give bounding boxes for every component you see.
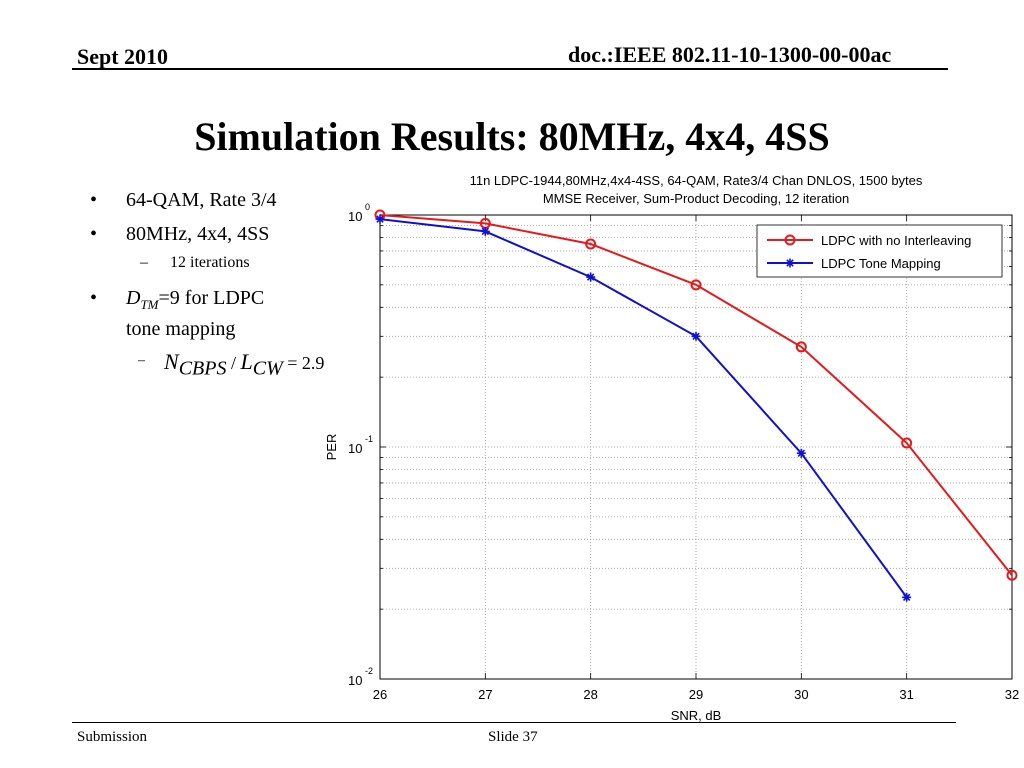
- x-tick-label: 28: [583, 687, 597, 702]
- header-doc-id: doc.:IEEE 802.11-10-1300-00-00ac: [568, 42, 892, 67]
- y-axis-label: PER: [324, 434, 339, 461]
- equation-formula: NCBPS / LCW = 2.9: [164, 349, 325, 380]
- data-point-star: [586, 272, 596, 282]
- x-tick-label: 27: [478, 687, 492, 702]
- data-point-circle: [901, 437, 913, 449]
- bullet-text-line2: tone mapping: [126, 318, 236, 340]
- y-tick-label-base: 10: [348, 673, 362, 688]
- bullet-icon: •: [90, 189, 98, 211]
- x-tick-label: 31: [899, 687, 913, 702]
- legend-label: LDPC Tone Mapping: [821, 256, 941, 271]
- legend-marker-star: [785, 258, 795, 268]
- x-axis-label: SNR, dB: [671, 708, 722, 723]
- y-tick-label-exponent: 0: [365, 202, 370, 212]
- footer-slide-number: Slide 37: [488, 729, 538, 745]
- bullet-icon: •: [90, 223, 98, 245]
- x-tick-label: 26: [373, 687, 387, 702]
- data-point-star: [691, 331, 701, 341]
- bullet-text: 64-QAM, Rate 3/4: [126, 189, 277, 211]
- data-point-circle: [585, 238, 597, 250]
- bullet-list: • 64-QAM, Rate 3/4 • 80MHz, 4x4, 4SS – 1…: [90, 188, 340, 379]
- data-point-circle: [795, 341, 807, 353]
- dash-icon: –: [140, 254, 148, 271]
- bullet-item-modulation: • 64-QAM, Rate 3/4: [90, 188, 340, 212]
- data-point-star: [480, 226, 490, 236]
- chart-subtitle: MMSE Receiver, Sum-Product Decoding, 12 …: [543, 191, 849, 206]
- y-tick-label-base: 10: [348, 441, 362, 456]
- data-point-circle: [690, 279, 702, 291]
- series-line-0: [379, 214, 1013, 576]
- legend-marker-circle: [784, 234, 796, 246]
- bullet-icon: •: [90, 287, 98, 309]
- sub-bullet-text: 12 iterations: [170, 254, 250, 271]
- data-point-circle: [1006, 569, 1018, 581]
- legend-label: LDPC with no Interleaving: [821, 233, 971, 248]
- bullet-item-config: • 80MHz, 4x4, 4SS: [90, 222, 340, 246]
- x-tick-label: 30: [794, 687, 808, 702]
- legend-box: [756, 224, 1003, 278]
- y-tick-label-exponent: -2: [365, 666, 373, 676]
- bullet-item-dtm: • DTM=9 for LDPC tone mapping: [90, 286, 340, 341]
- header-date: Sept 2010: [77, 44, 169, 69]
- y-tick-label-exponent: -1: [365, 434, 373, 444]
- dash-icon: –: [138, 353, 145, 368]
- chart-title: 11n LDPC-1944,80MHz,4x4-4SS, 64-QAM, Rat…: [470, 173, 923, 188]
- per-vs-snr-chart: 11n LDPC-1944,80MHz,4x4-4SS, 64-QAM, Rat…: [324, 173, 1019, 723]
- data-point-star: [375, 214, 385, 224]
- data-point-star: [902, 592, 912, 602]
- bullet-text: 80MHz, 4x4, 4SS: [126, 223, 270, 245]
- footer-submission: Submission: [77, 729, 148, 745]
- x-tick-label: 32: [1005, 687, 1019, 702]
- series-line-1: [379, 218, 908, 598]
- slide-title: Simulation Results: 80MHz, 4x4, 4SS: [194, 114, 830, 159]
- data-point-star: [796, 448, 806, 458]
- footer-rule: [72, 722, 956, 723]
- y-tick-label-base: 10: [348, 209, 362, 224]
- x-tick-label: 29: [689, 687, 703, 702]
- dtm-symbol: DTM: [126, 287, 159, 312]
- header-rule: [72, 68, 948, 70]
- bullet-text: =9 for LDPC: [158, 287, 265, 309]
- sub-bullet-iterations: – 12 iterations: [90, 252, 340, 274]
